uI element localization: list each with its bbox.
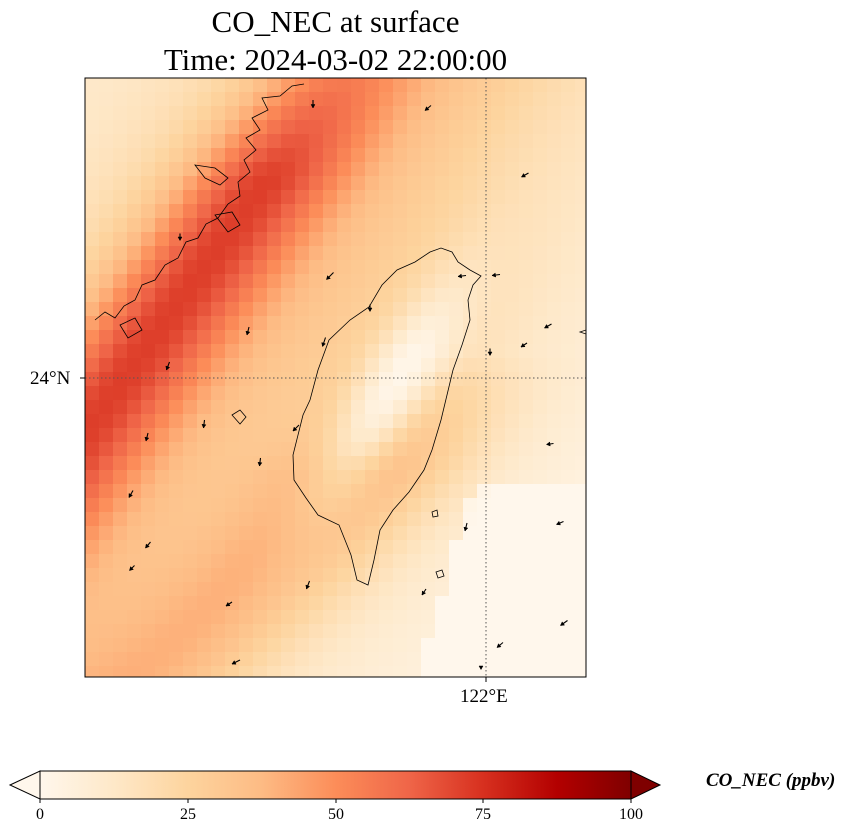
colorbar	[8, 770, 662, 803]
wind-vector-head	[145, 543, 150, 549]
wind-vector-head	[421, 590, 427, 596]
coastlines	[94, 83, 586, 586]
wind-vector-head	[367, 307, 373, 313]
wind-vector-head	[129, 566, 134, 571]
lon-tick-label: 122°E	[460, 686, 508, 707]
china-coastline	[94, 83, 305, 321]
wind-vector-head	[326, 275, 331, 280]
wind-vector-head	[487, 351, 493, 357]
taiwan-coastline	[292, 247, 482, 586]
wind-vector-head	[257, 461, 263, 467]
wind-vector-head	[478, 665, 484, 671]
wind-vector-head	[424, 106, 430, 111]
wind-vector-head	[520, 342, 526, 348]
penghu-islands	[231, 409, 247, 425]
wind-vector-head	[310, 104, 316, 109]
wind-vector-head	[165, 365, 171, 371]
wind-vector-head	[144, 436, 150, 442]
wind-vector-head	[496, 643, 502, 648]
wind-vector-head	[556, 520, 561, 526]
colorbar-label: CO_NEC (ppbv)	[706, 770, 836, 791]
wind-vector-head	[292, 426, 298, 432]
colorbar-extend-max	[630, 770, 662, 800]
wind-vector-head	[560, 621, 565, 626]
orchid-island	[435, 569, 445, 579]
colorbar-tick-100: 100	[619, 806, 643, 823]
colorbar-tick-50: 50	[328, 806, 344, 823]
yonaguni-island	[578, 329, 586, 335]
wind-vector-head	[546, 441, 551, 447]
colorbar-tick-0: 0	[36, 806, 44, 823]
green-island	[431, 509, 439, 518]
wind-vector-head	[231, 660, 237, 665]
wind-vector-head	[177, 236, 183, 242]
wind-vector-head	[321, 342, 326, 347]
wind-vector-head	[463, 526, 469, 532]
gridlines	[85, 78, 586, 677]
wind-vector-head	[128, 493, 133, 498]
wind-vector-head	[491, 272, 497, 278]
colorbar-extend-min	[8, 770, 41, 800]
china-coast-inlet-1	[194, 164, 229, 186]
wind-vector-head	[457, 273, 463, 279]
wind-vector-head	[305, 584, 311, 590]
map-time-subtitle: Time: 2024-03-02 22:00:00	[163, 42, 508, 77]
colorbar-tick-25: 25	[180, 806, 196, 823]
lat-tick-label: 24°N	[30, 368, 71, 389]
china-coast-inlet-3	[119, 317, 143, 339]
china-coast-inlet-2	[214, 211, 241, 233]
wind-vector-head	[225, 601, 231, 607]
wind-vector-head	[201, 423, 207, 429]
wind-vector-head	[521, 173, 526, 178]
co-concentration-field	[85, 78, 586, 677]
colorbar-body	[39, 770, 632, 800]
map-plot	[80, 77, 587, 682]
wind-vector-head	[245, 330, 251, 336]
wind-vector-head	[544, 324, 549, 329]
wind-vectors	[128, 100, 568, 671]
map-title: CO_NEC at surface	[211, 4, 460, 39]
colorbar-tick-75: 75	[475, 806, 491, 823]
